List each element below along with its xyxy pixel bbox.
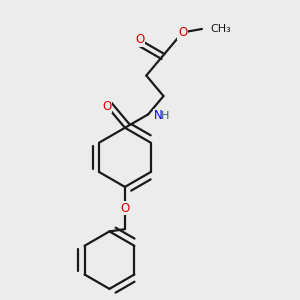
- Text: O: O: [135, 33, 145, 46]
- Text: O: O: [120, 202, 130, 214]
- Text: H: H: [161, 111, 169, 121]
- Text: O: O: [102, 100, 112, 113]
- Text: O: O: [178, 26, 187, 39]
- Text: CH₃: CH₃: [210, 24, 231, 34]
- Text: N: N: [154, 110, 163, 122]
